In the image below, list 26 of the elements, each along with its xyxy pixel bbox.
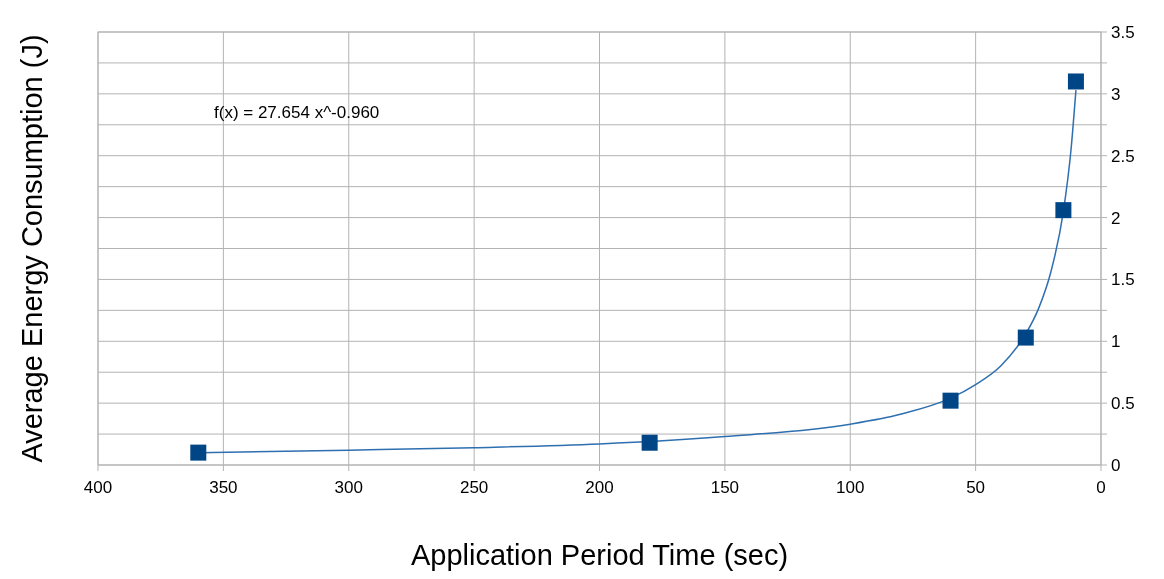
x-tick-label: 400 (83, 478, 113, 497)
y-tick-label: 0.5 (1111, 394, 1135, 414)
y-tick-label: 0 (1111, 456, 1121, 475)
x-tick-label: 0 (1096, 478, 1106, 497)
y-tick-label: 2.5 (1111, 146, 1135, 166)
x-axis-title: Application Period Time (sec) (410, 539, 789, 571)
point (1067, 73, 1084, 90)
x-tick-label: 50 (966, 478, 986, 497)
x-tick-label: 150 (710, 478, 740, 497)
y-tick-label: 3.5 (1111, 23, 1135, 42)
y-tick-label: 1 (1111, 332, 1121, 352)
y-tick-label: 3 (1111, 84, 1121, 104)
x-tick-label: 350 (209, 478, 238, 497)
x-tick-label: 250 (459, 478, 489, 497)
point (1055, 202, 1072, 219)
point (190, 444, 207, 461)
point (1017, 329, 1034, 346)
annotation: f(x) = 27.654 x^-0.960 (214, 103, 380, 122)
x-tick-label: 300 (334, 478, 363, 497)
x-tick-label: 200 (585, 478, 614, 497)
y-axis-title: Average Energy Consumption (J) (16, 34, 48, 463)
point (641, 434, 658, 451)
point (942, 392, 959, 409)
x-tick-label: 100 (836, 478, 865, 497)
y-tick-label: 1.5 (1111, 270, 1135, 290)
y-tick-label: 2 (1111, 208, 1121, 228)
